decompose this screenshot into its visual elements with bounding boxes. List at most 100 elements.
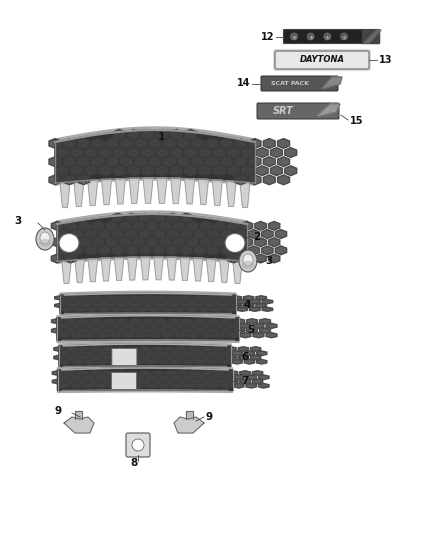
Polygon shape: [54, 355, 64, 360]
Polygon shape: [188, 324, 199, 328]
Polygon shape: [52, 328, 63, 333]
Polygon shape: [193, 258, 203, 281]
Polygon shape: [155, 328, 166, 333]
Polygon shape: [166, 213, 178, 222]
Polygon shape: [247, 319, 258, 324]
Polygon shape: [221, 383, 232, 388]
Polygon shape: [78, 238, 90, 247]
Polygon shape: [188, 333, 199, 338]
Polygon shape: [152, 346, 162, 351]
Polygon shape: [57, 211, 247, 263]
Polygon shape: [143, 303, 153, 308]
Polygon shape: [109, 383, 119, 388]
Polygon shape: [194, 246, 205, 255]
Polygon shape: [227, 333, 238, 338]
Polygon shape: [154, 257, 163, 280]
Ellipse shape: [40, 232, 50, 244]
Polygon shape: [258, 383, 269, 388]
Polygon shape: [60, 351, 71, 356]
Polygon shape: [256, 148, 268, 157]
Polygon shape: [75, 260, 85, 282]
Text: SCAT PACK: SCAT PACK: [271, 81, 309, 86]
Polygon shape: [196, 375, 206, 379]
Polygon shape: [183, 351, 193, 356]
Polygon shape: [184, 179, 194, 204]
Polygon shape: [64, 319, 75, 324]
Polygon shape: [238, 355, 248, 360]
Polygon shape: [249, 175, 261, 185]
Polygon shape: [57, 368, 233, 391]
Polygon shape: [186, 411, 193, 419]
Polygon shape: [105, 303, 116, 308]
Polygon shape: [155, 303, 166, 308]
Polygon shape: [91, 328, 102, 333]
Polygon shape: [256, 303, 266, 308]
Polygon shape: [97, 359, 107, 364]
Polygon shape: [226, 346, 236, 351]
Polygon shape: [49, 139, 61, 148]
Polygon shape: [78, 175, 90, 185]
Polygon shape: [127, 148, 140, 157]
Polygon shape: [78, 139, 90, 148]
Polygon shape: [224, 307, 235, 311]
Polygon shape: [174, 417, 204, 433]
Polygon shape: [59, 344, 231, 367]
Polygon shape: [205, 296, 216, 300]
Polygon shape: [169, 328, 180, 333]
Polygon shape: [285, 166, 297, 176]
Polygon shape: [123, 333, 134, 338]
Polygon shape: [316, 104, 340, 117]
Polygon shape: [142, 148, 154, 157]
Polygon shape: [214, 355, 224, 360]
Polygon shape: [136, 324, 147, 328]
Polygon shape: [121, 383, 131, 388]
Text: 3: 3: [265, 256, 272, 266]
Polygon shape: [115, 346, 126, 351]
Polygon shape: [158, 351, 169, 356]
FancyBboxPatch shape: [275, 51, 369, 69]
Polygon shape: [214, 333, 225, 338]
Polygon shape: [153, 246, 165, 255]
Polygon shape: [71, 383, 81, 388]
Polygon shape: [224, 300, 235, 304]
Polygon shape: [215, 370, 225, 375]
Polygon shape: [146, 375, 156, 379]
Polygon shape: [133, 221, 144, 230]
Polygon shape: [121, 359, 132, 364]
Polygon shape: [252, 370, 263, 375]
Polygon shape: [180, 296, 191, 300]
Polygon shape: [113, 166, 125, 176]
Polygon shape: [322, 77, 342, 89]
Polygon shape: [243, 303, 254, 308]
Text: 13: 13: [379, 55, 392, 65]
Polygon shape: [262, 307, 273, 311]
Polygon shape: [201, 238, 212, 247]
FancyBboxPatch shape: [112, 349, 137, 366]
Polygon shape: [66, 355, 77, 360]
Polygon shape: [170, 148, 183, 157]
Polygon shape: [260, 328, 270, 333]
Polygon shape: [67, 296, 78, 300]
Polygon shape: [214, 324, 225, 328]
Polygon shape: [252, 379, 263, 384]
Polygon shape: [233, 261, 242, 284]
Polygon shape: [233, 328, 244, 333]
Polygon shape: [206, 157, 218, 167]
Polygon shape: [99, 300, 109, 304]
Ellipse shape: [243, 254, 253, 266]
Polygon shape: [364, 30, 381, 43]
Polygon shape: [142, 319, 153, 324]
Polygon shape: [113, 246, 124, 255]
Polygon shape: [84, 383, 94, 388]
Polygon shape: [55, 296, 65, 300]
Polygon shape: [194, 230, 205, 238]
Polygon shape: [160, 221, 171, 230]
Polygon shape: [123, 324, 134, 328]
Polygon shape: [237, 307, 247, 311]
Polygon shape: [175, 324, 186, 328]
Polygon shape: [227, 324, 238, 328]
Text: 6: 6: [241, 352, 248, 362]
Polygon shape: [165, 370, 175, 375]
Ellipse shape: [242, 261, 254, 269]
Polygon shape: [235, 139, 247, 148]
